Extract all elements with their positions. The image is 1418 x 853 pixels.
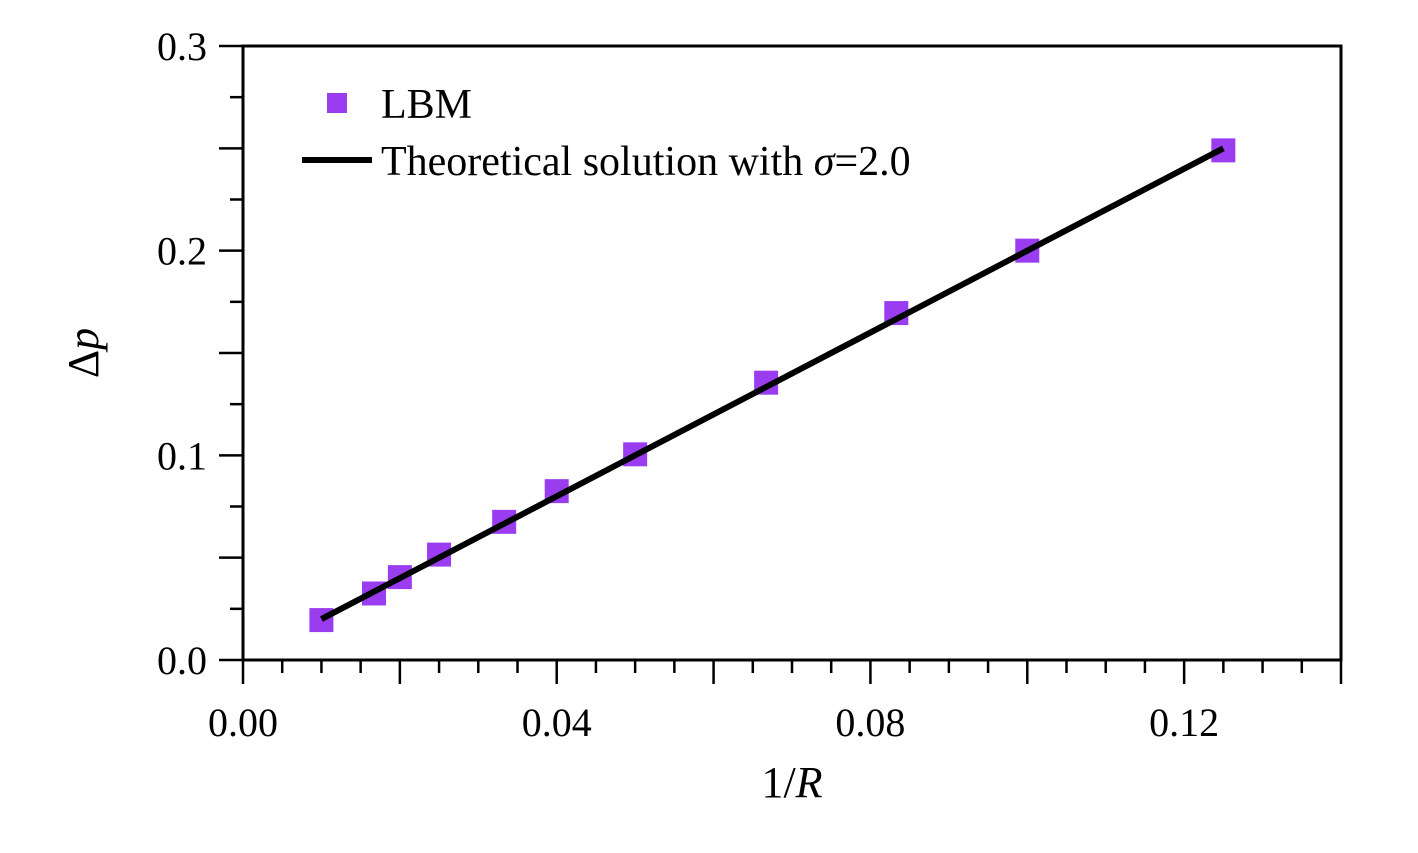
y-tick-label: 0.1	[157, 433, 207, 478]
y-tick-label: 0.2	[157, 229, 207, 274]
x-tick-label: 0.12	[1149, 700, 1219, 745]
y-tick-label: 0.3	[157, 24, 207, 69]
x-axis-title: 1/R	[761, 758, 822, 807]
y-axis: 0.0 0.1 0.2 0.3	[157, 24, 243, 683]
y-tick-label: 0.0	[157, 638, 207, 683]
y-axis-title: Δp	[59, 328, 108, 378]
legend-label-theory: Theoretical solution with σ=2.0	[381, 139, 911, 185]
legend: LBM Theoretical solution with σ=2.0	[302, 82, 911, 185]
x-tick-label: 0.04	[522, 700, 592, 745]
x-tick-label: 0.08	[835, 700, 905, 745]
legend-label-lbm: LBM	[381, 82, 472, 128]
theoretical-line	[320, 145, 1225, 622]
x-axis: 0.00 0.04 0.08 0.12	[208, 660, 1343, 745]
legend-marker-lbm	[327, 93, 347, 113]
plot-area	[309, 138, 1236, 633]
x-tick-label: 0.00	[208, 700, 278, 745]
